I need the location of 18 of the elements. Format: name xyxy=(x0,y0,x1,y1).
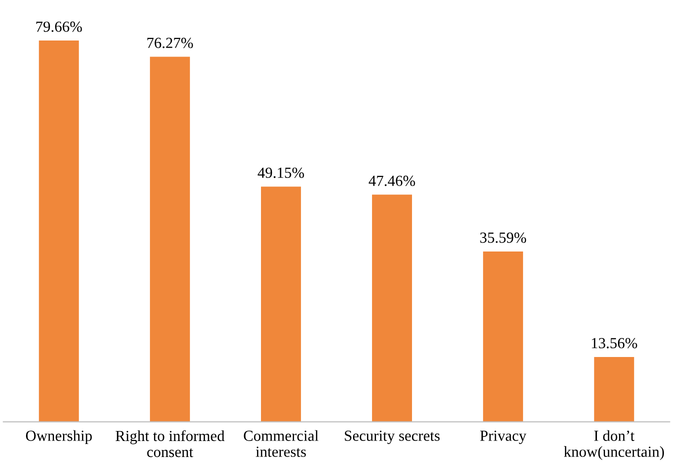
bar xyxy=(594,356,634,422)
bar xyxy=(38,40,79,422)
x-tick-label: Commercial interests xyxy=(244,430,318,457)
data-label: 35.59% xyxy=(480,232,526,243)
x-tick-label: Ownership xyxy=(26,430,92,444)
data-label: 47.46% xyxy=(368,176,416,186)
data-label: 13.56% xyxy=(592,338,638,348)
data-label: 76.27% xyxy=(147,38,193,48)
data-label: 79.66% xyxy=(36,22,82,32)
bar xyxy=(150,56,190,422)
x-tick-label: I don’t know(uncertain) xyxy=(564,430,664,460)
x-tick-label: Right to informed consent xyxy=(116,430,224,458)
data-label: 49.15% xyxy=(258,168,304,178)
bar xyxy=(260,186,301,422)
x-tick-label: Security secrets xyxy=(344,430,440,444)
bar xyxy=(372,194,412,422)
bar xyxy=(483,251,524,422)
x-tick-label: Privacy xyxy=(480,430,526,444)
